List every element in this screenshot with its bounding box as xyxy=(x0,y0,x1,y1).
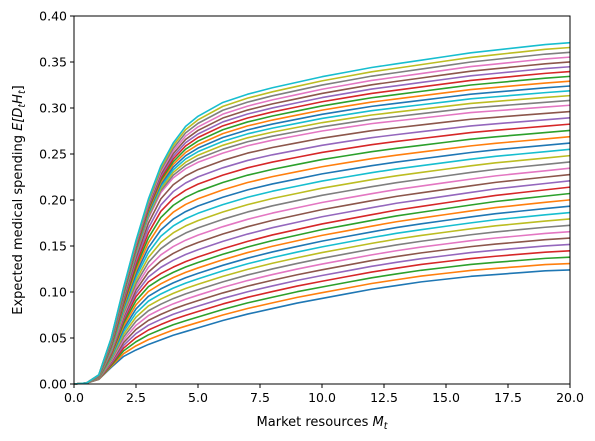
y-tick-label: 0.35 xyxy=(39,55,67,70)
x-tick-label: 17.5 xyxy=(494,390,522,405)
y-axis-label-sub1: t xyxy=(17,103,28,108)
x-axis-ticks: 0.0 2.5 5.0 7.5 10.0 12.5 15.0 17.5 20.0 xyxy=(64,384,584,405)
y-tick-label: 0.20 xyxy=(39,193,67,208)
x-axis-label-main: Market resources xyxy=(257,415,373,430)
y-axis-label-sub2: t xyxy=(17,89,28,94)
x-tick-label: 10.0 xyxy=(308,390,336,405)
y-tick-label: 0.40 xyxy=(39,9,67,24)
series-line xyxy=(73,205,571,385)
y-tick-label: 0.15 xyxy=(39,239,67,254)
series-line xyxy=(73,41,571,385)
series-line xyxy=(73,192,571,385)
series-line xyxy=(73,262,571,385)
y-tick-label: 0.25 xyxy=(39,147,67,162)
y-tick-label: 0.10 xyxy=(39,285,67,300)
series-line xyxy=(73,211,571,385)
y-tick-label: 0.05 xyxy=(39,331,67,346)
series-line xyxy=(73,167,571,385)
series-line xyxy=(73,224,571,385)
series-line xyxy=(73,230,571,385)
x-axis-label: Market resources Mt xyxy=(257,415,389,432)
x-tick-label: 0.0 xyxy=(64,390,84,405)
x-axis-label-var: M xyxy=(373,415,384,430)
x-tick-label: 12.5 xyxy=(370,390,398,405)
y-axis-label-close: ] xyxy=(11,85,26,90)
series-line xyxy=(73,186,571,385)
x-tick-label: 7.5 xyxy=(250,390,270,405)
series-line xyxy=(73,256,571,385)
x-tick-label: 2.5 xyxy=(126,390,146,405)
y-axis-label-var-open: E[D xyxy=(11,108,26,131)
series-line xyxy=(73,173,571,385)
y-axis-label-prefix: Expected medical spending xyxy=(11,131,26,315)
y-tick-label: 0.30 xyxy=(39,101,67,116)
x-axis-label-sub: t xyxy=(384,421,389,432)
y-axis-ticks: 0.00 0.05 0.10 0.15 0.20 0.25 0.30 0.35 0.40 xyxy=(39,9,74,392)
x-tick-label: 15.0 xyxy=(432,390,460,405)
y-tick-label: 0.00 xyxy=(39,377,67,392)
series-lines xyxy=(73,41,571,385)
y-axis-label-var-mid: H xyxy=(11,94,26,104)
y-axis-label: Expected medical spending E[DtHt] xyxy=(11,85,28,315)
series-line xyxy=(73,218,571,385)
series-line xyxy=(73,199,571,385)
x-tick-label: 20.0 xyxy=(556,390,584,405)
series-line xyxy=(73,250,571,385)
series-line xyxy=(73,269,571,385)
x-tick-label: 5.0 xyxy=(188,390,208,405)
series-line xyxy=(73,237,571,385)
series-line xyxy=(73,243,571,385)
series-line xyxy=(73,180,571,385)
